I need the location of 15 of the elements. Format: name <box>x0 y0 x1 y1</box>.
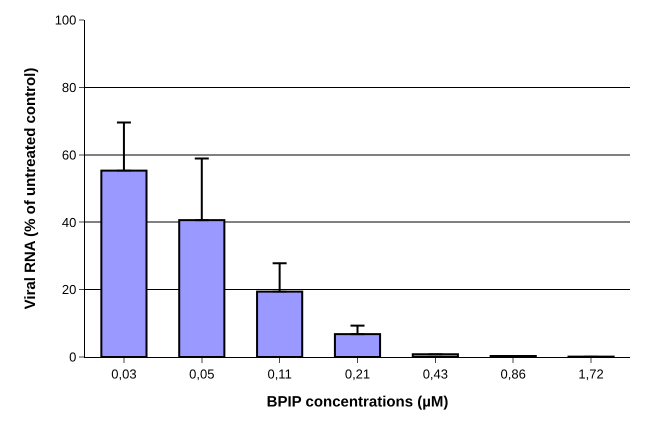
x-tick-label: 0,05 <box>189 366 214 382</box>
x-tick-label: 0,03 <box>111 366 137 382</box>
y-tick-label: 20 <box>62 282 76 298</box>
y-tick-label: 60 <box>62 147 76 162</box>
x-tick-label: 0,21 <box>344 366 370 382</box>
y-tick-label: 100 <box>54 12 76 28</box>
y-tick-label: 0 <box>69 350 76 365</box>
y-tick-label: 40 <box>62 214 76 230</box>
x-tick-label: 0,43 <box>422 366 448 382</box>
y-tick-label: 80 <box>62 80 76 95</box>
y-axis-title: Viral RNA (% of untreated control) <box>22 68 39 310</box>
x-tick-label: 0,86 <box>500 366 526 382</box>
x-tick-label: 0,11 <box>267 366 292 382</box>
x-tick-label: 1,72 <box>578 366 604 382</box>
x-axis-title: BPIP concentrations (µM) <box>266 394 448 411</box>
